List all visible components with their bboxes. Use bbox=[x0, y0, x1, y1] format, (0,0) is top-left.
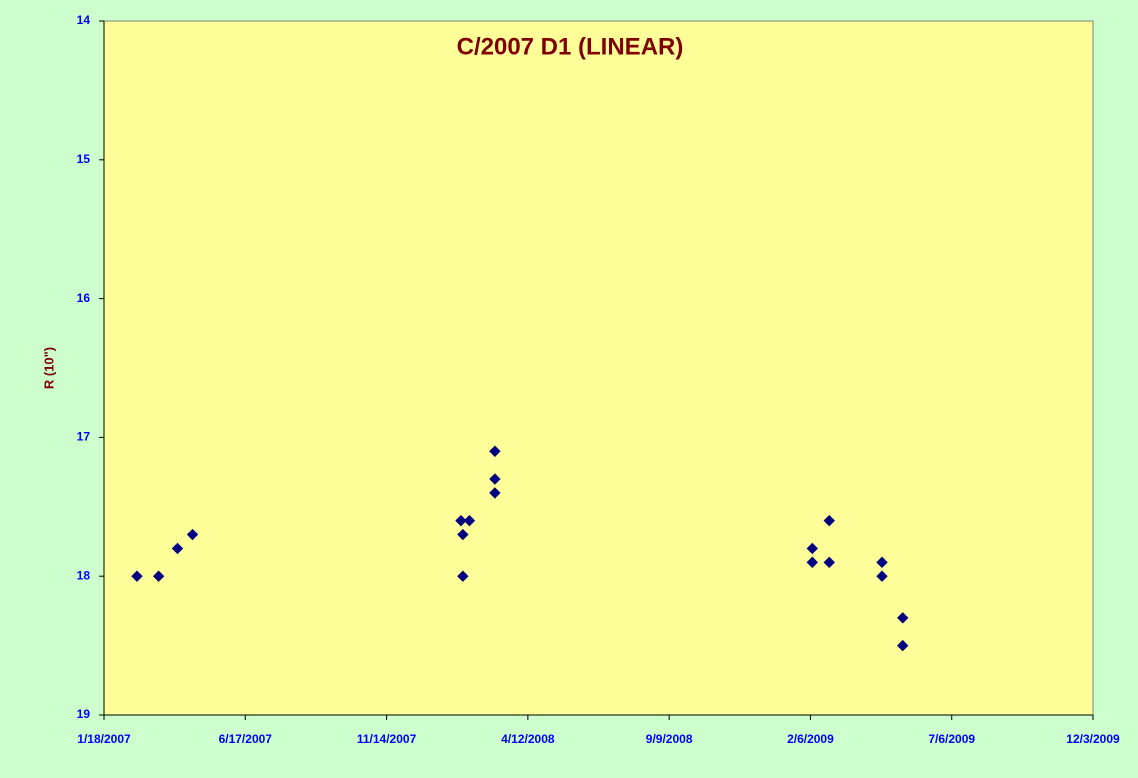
y-tick-label: 19 bbox=[77, 707, 91, 721]
x-tick-label: 12/3/2009 bbox=[1066, 732, 1120, 746]
marker bbox=[806, 542, 819, 555]
marker bbox=[489, 487, 501, 499]
x-tick-label: 11/14/2007 bbox=[357, 732, 417, 746]
marker bbox=[823, 514, 835, 527]
marker bbox=[489, 445, 501, 457]
marker bbox=[806, 556, 819, 569]
y-tick-label: 14 bbox=[77, 13, 91, 27]
marker bbox=[823, 556, 835, 569]
marker bbox=[489, 473, 501, 485]
x-tick-label: 7/6/2009 bbox=[928, 732, 975, 746]
x-tick-label: 9/9/2008 bbox=[646, 732, 693, 746]
chart-title: C/2007 D1 (LINEAR) bbox=[457, 33, 684, 60]
y-tick-label: 17 bbox=[77, 430, 91, 444]
x-tick-label: 4/12/2008 bbox=[501, 732, 555, 746]
marker bbox=[876, 570, 888, 582]
marker bbox=[897, 639, 909, 652]
y-tick-label: 16 bbox=[77, 291, 91, 305]
marker bbox=[897, 612, 909, 624]
marker bbox=[152, 570, 165, 582]
marker bbox=[463, 514, 476, 527]
y-tick-label: 18 bbox=[77, 568, 91, 582]
y-tick-label: 15 bbox=[77, 152, 91, 166]
marker bbox=[457, 570, 469, 582]
x-tick-label: 6/17/2007 bbox=[219, 732, 273, 746]
marker bbox=[876, 556, 888, 569]
y-axis-label: R (10") bbox=[41, 347, 56, 389]
x-tick-label: 1/18/2007 bbox=[77, 732, 131, 746]
plot-area bbox=[103, 20, 1094, 716]
marker bbox=[171, 542, 184, 555]
marker bbox=[186, 528, 199, 541]
marker bbox=[455, 514, 467, 527]
marker bbox=[457, 528, 469, 541]
x-tick-label: 2/6/2009 bbox=[787, 732, 834, 746]
marker bbox=[131, 570, 143, 582]
